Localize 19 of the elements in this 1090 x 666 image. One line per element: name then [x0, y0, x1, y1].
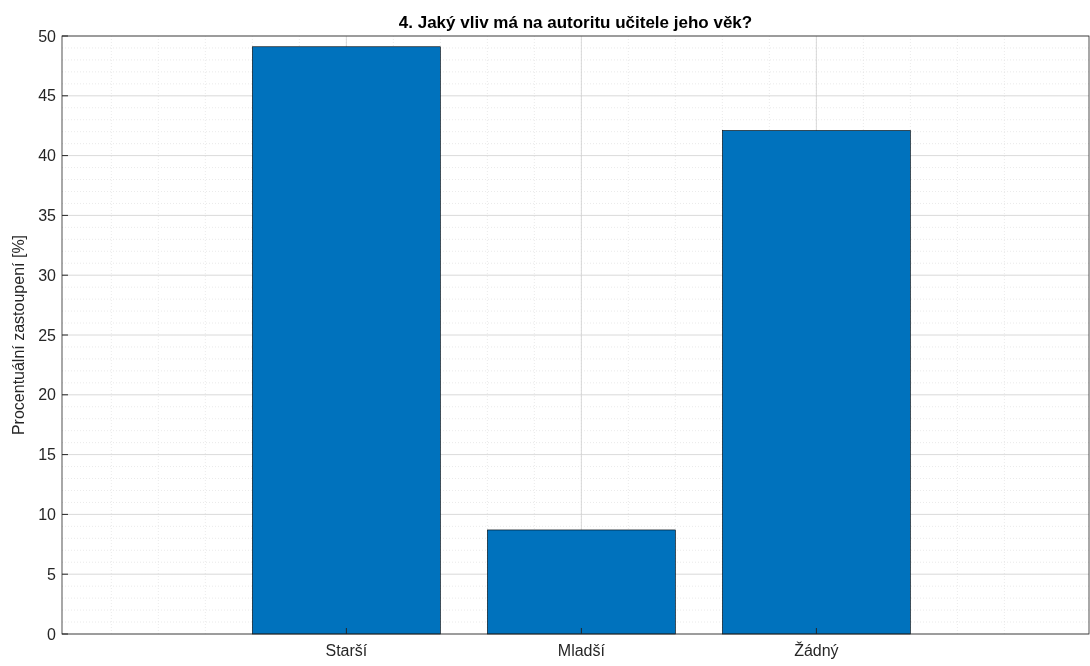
bar: [252, 46, 441, 635]
y-tick-label: 50: [38, 27, 57, 45]
y-tick-label: 10: [38, 506, 57, 523]
y-tick-label: 30: [38, 266, 57, 284]
x-tick-label: Mladší: [557, 642, 606, 659]
x-tick-label: Starší: [325, 642, 368, 659]
y-tick-label: 35: [38, 207, 57, 224]
y-tick-label: 5: [47, 565, 57, 583]
y-tick-label: 15: [38, 446, 57, 464]
y-tick-label: 20: [38, 386, 57, 404]
y-axis-title: Procentuální zastoupení [%]: [10, 234, 27, 436]
y-tick-label: 25: [38, 326, 57, 344]
bar: [487, 529, 676, 635]
y-tick-label: 40: [38, 147, 57, 165]
bar: [722, 130, 911, 635]
y-tick-label: 0: [47, 625, 57, 643]
chart-title: 4. Jaký vliv má na autoritu učitele jeho věk?: [398, 13, 753, 32]
y-tick-label: 45: [38, 87, 57, 105]
x-tick-label: Žádný: [794, 641, 839, 659]
